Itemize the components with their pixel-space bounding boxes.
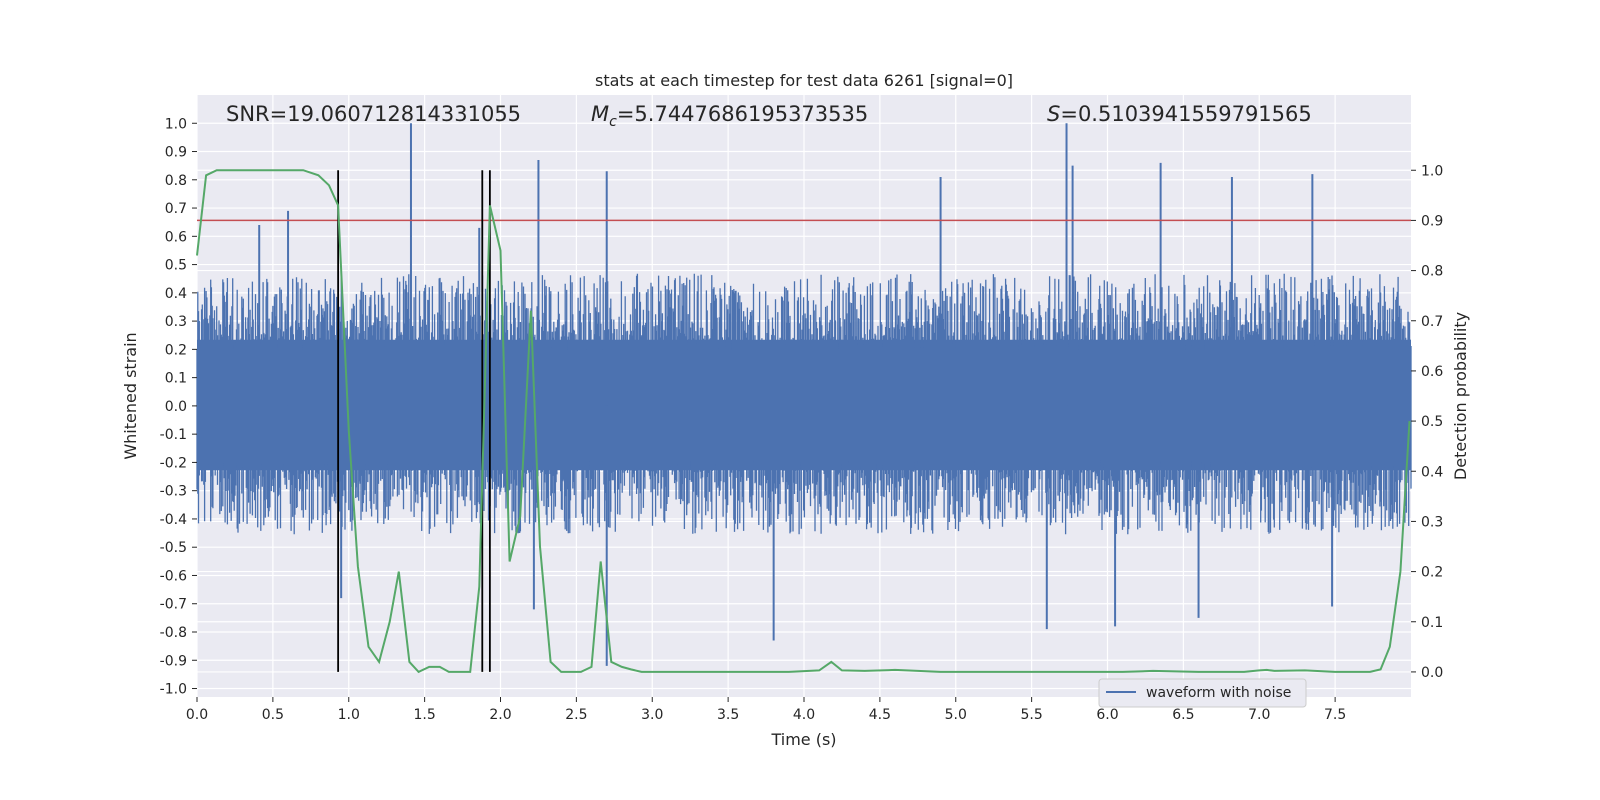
x-tick-label: 0.5 (262, 707, 284, 723)
x-tick-label: 4.5 (869, 707, 891, 723)
chart-title: stats at each timestep for test data 626… (595, 71, 1013, 90)
whitened-strain-series (196, 123, 1412, 666)
y-right-tick-label: 0.7 (1421, 314, 1443, 330)
x-tick-label: 6.0 (1096, 707, 1118, 723)
detection-probability-line (196, 169, 1411, 674)
x-tick-label: 4.0 (793, 707, 815, 723)
y-tick-label: -0.3 (160, 484, 187, 500)
x-tick-label: 2.0 (489, 707, 511, 723)
y-tick-label: 0.6 (165, 229, 187, 245)
mc-symbol: M (591, 102, 609, 126)
x-tick-label: 3.0 (641, 707, 663, 723)
y-tick-label: -0.2 (160, 455, 187, 471)
y-right-tick-label: 0.9 (1421, 213, 1443, 229)
y-tick-label: 1.0 (165, 116, 187, 132)
x-tick-label: 2.5 (565, 707, 587, 723)
y-right-tick-label: 0.3 (1421, 514, 1443, 530)
y-tick-label: 0.1 (165, 371, 187, 387)
x-tick-label: 5.0 (945, 707, 967, 723)
x-tick-label: 3.5 (717, 707, 739, 723)
y-tick-label: 0.8 (165, 173, 187, 189)
y-right-tick-label: 0.1 (1421, 615, 1443, 631)
x-tick-label: 1.0 (338, 707, 360, 723)
y-tick-label: 0.7 (165, 201, 187, 217)
y-tick-label: -0.4 (160, 512, 187, 528)
y-right-tick-label: 0.8 (1421, 264, 1443, 280)
y-right-axis-label: Detection probability (1451, 312, 1470, 480)
vertical-markers (337, 170, 491, 672)
chirp-mass-annotation: Mc=5.7447686195373535 (591, 102, 868, 130)
y-axis-label: Whitened strain (121, 332, 140, 459)
x-axis-label: Time (s) (770, 730, 836, 749)
detection-probability-series (196, 169, 1411, 674)
y-right-tick-label: 0.5 (1421, 414, 1443, 430)
strain-noise-trace (196, 273, 1412, 535)
y-tick-label: 0.2 (165, 342, 187, 358)
legend-label: waveform with noise (1146, 685, 1291, 701)
y-tick-label: 0.3 (165, 314, 187, 330)
x-tick-label: 1.5 (413, 707, 435, 723)
y-right-tick-label: 0.0 (1421, 665, 1443, 681)
y-tick-label: 0.9 (165, 145, 187, 161)
y-right-tick-label: 0.6 (1421, 364, 1443, 380)
y-axis-ticks: 1.0 0.9 0.8 0.7 0.6 0.5 0.4 0.3 0.2 0.1 0.0 -0.1 -0.… (160, 116, 197, 698)
y-tick-label: 0.5 (165, 258, 187, 274)
y-tick-label: -0.1 (160, 427, 187, 443)
y-right-tick-label: 0.2 (1421, 565, 1443, 581)
legend: waveform with noise (1098, 678, 1307, 708)
y-right-tick-label: 0.4 (1421, 464, 1443, 480)
x-tick-label: 7.0 (1248, 707, 1270, 723)
y-tick-label: -1.0 (160, 682, 187, 698)
s-symbol: S (1047, 102, 1060, 126)
mc-value: =5.7447686195373535 (617, 102, 868, 126)
legend-box (1098, 678, 1307, 708)
y-tick-label: -0.8 (160, 625, 187, 641)
y-right-axis-ticks: 1.0 0.9 0.8 0.7 0.6 0.5 0.4 0.3 0.2 0.1 0.0 (1411, 163, 1443, 681)
x-tick-label: 0.0 (186, 707, 208, 723)
x-tick-label: 5.5 (1020, 707, 1042, 723)
s-annotation: S=0.5103941559791565 (1047, 102, 1312, 126)
x-axis-ticks: 0.0 0.5 1.0 1.5 2.0 2.5 3.0 3.5 4.0 4.5 5.0 5.5 6.0 6… (186, 697, 1346, 723)
x-tick-label: 7.5 (1324, 707, 1346, 723)
y-tick-label: -0.7 (160, 597, 187, 613)
y-right-tick-label: 1.0 (1421, 163, 1443, 179)
snr-annotation: SNR=19.060712814331055 (226, 102, 521, 126)
mc-subscript: c (609, 114, 617, 130)
y-tick-label: 0.4 (165, 286, 187, 302)
y-tick-label: -0.9 (160, 653, 187, 669)
y-tick-label: 0.0 (165, 399, 187, 415)
y-tick-label: -0.6 (160, 568, 187, 584)
s-value: =0.5103941559791565 (1060, 102, 1311, 126)
y-tick-label: -0.5 (160, 540, 187, 556)
x-tick-label: 6.5 (1172, 707, 1194, 723)
